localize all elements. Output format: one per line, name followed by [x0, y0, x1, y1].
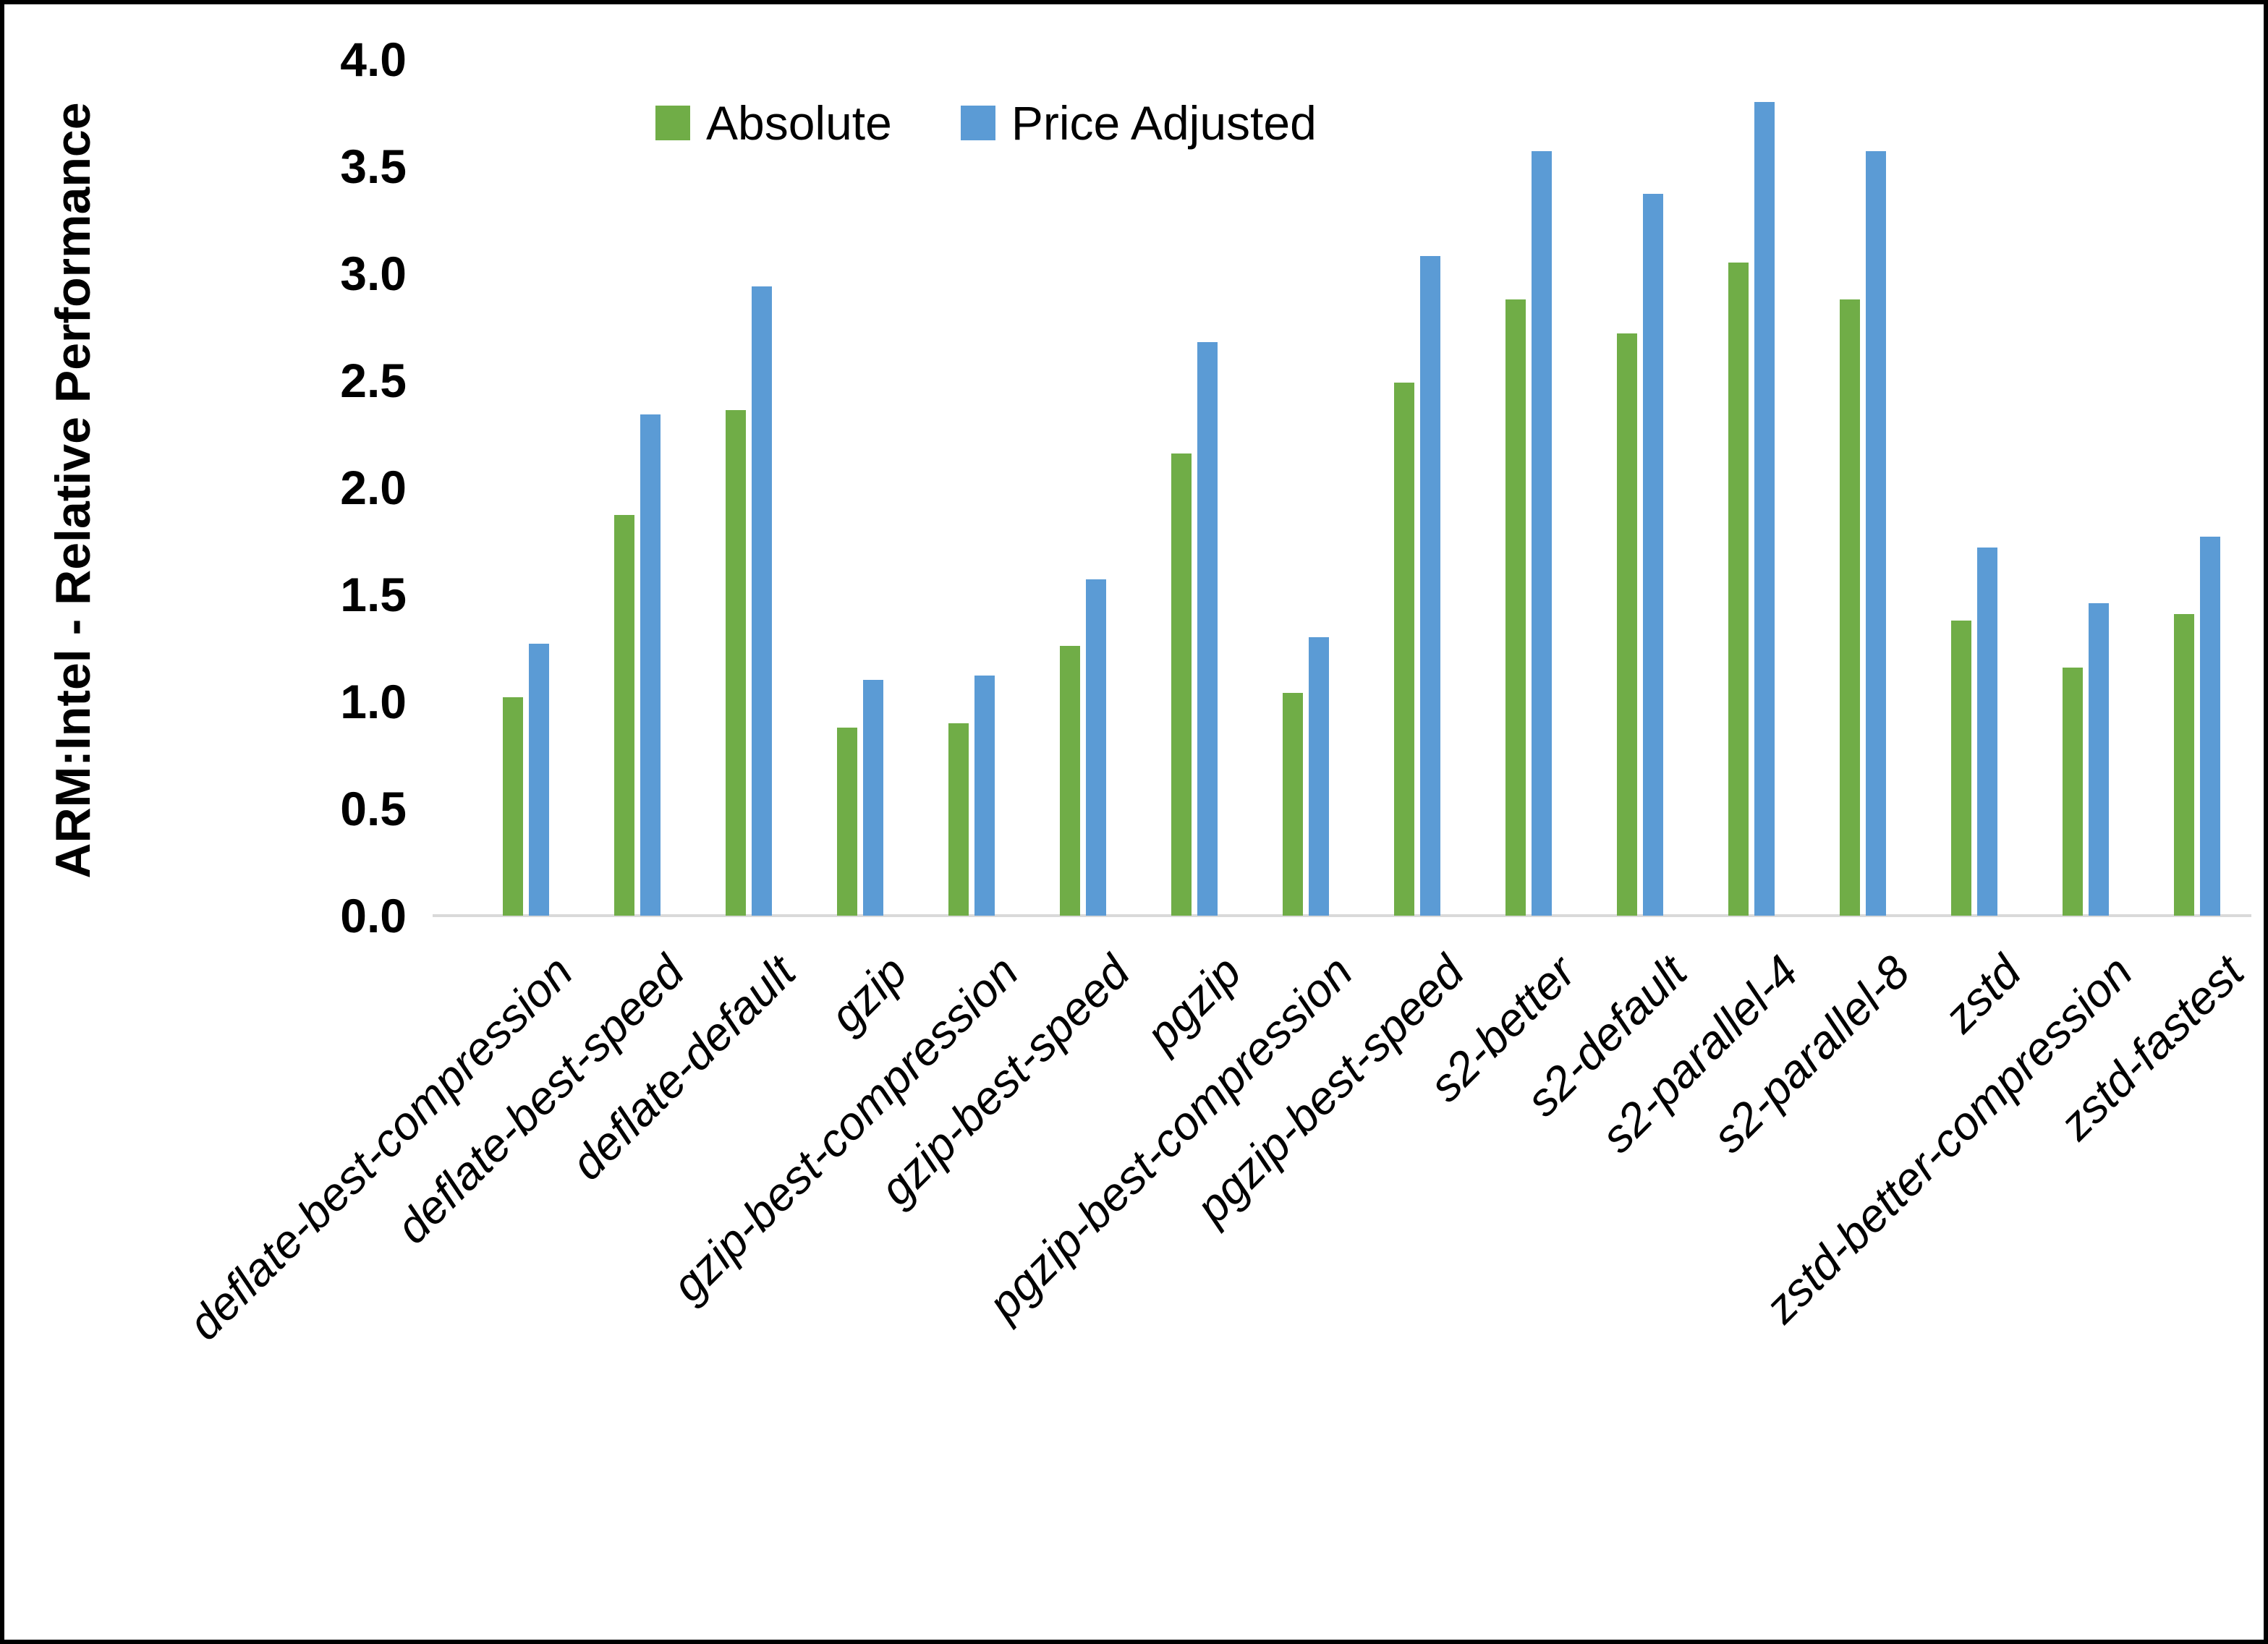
y-tick-label-2.5: 2.5	[340, 354, 407, 407]
bar-absolute-s2-better	[1505, 299, 1526, 916]
legend-label-price-adjusted: Price Adjusted	[1011, 96, 1317, 150]
bar-price-adjusted-gzip-best-speed	[1086, 579, 1106, 916]
bar-absolute-deflate-default	[726, 410, 746, 916]
bar-price-adjusted-pgzip	[1197, 342, 1218, 916]
bar-price-adjusted-deflate-best-compression	[529, 644, 549, 916]
y-tick-label-0.5: 0.5	[340, 782, 407, 835]
legend-item-absolute: Absolute	[655, 95, 892, 150]
y-tick-label-3.5: 3.5	[340, 140, 407, 193]
legend-swatch-absolute-icon	[655, 106, 690, 140]
plot-area: 0.0 0.5 1.0 1.5 2.0 2.5 3.0 3.5 4.0 deflate-best-…	[4, 4, 2264, 1640]
bar-absolute-pgzip-best-compression	[1283, 693, 1303, 916]
bar-price-adjusted-zstd-better-compression	[2089, 603, 2109, 916]
y-tick-label-4.0: 4.0	[340, 33, 407, 86]
bar-price-adjusted-pgzip-best-compression	[1309, 637, 1329, 916]
legend-label-absolute: Absolute	[706, 96, 892, 150]
y-tick-label-0.0: 0.0	[340, 889, 407, 942]
y-tick-label-1.0: 1.0	[340, 675, 407, 728]
bar-price-adjusted-gzip-best-compression	[974, 676, 995, 916]
legend: Absolute Price Adjusted	[655, 95, 1317, 150]
bar-price-adjusted-pgzip-best-speed	[1420, 256, 1440, 916]
bar-absolute-zstd-better-compression	[2063, 668, 2083, 916]
bar-price-adjusted-gzip	[863, 680, 883, 916]
bar-absolute-zstd	[1951, 621, 1971, 916]
bar-price-adjusted-deflate-default	[752, 286, 772, 916]
bar-absolute-gzip-best-speed	[1060, 646, 1080, 916]
legend-item-price-adjusted: Price Adjusted	[960, 95, 1317, 150]
y-tick-label-2.0: 2.0	[340, 461, 407, 514]
bar-absolute-gzip	[837, 728, 857, 916]
bar-absolute-pgzip-best-speed	[1394, 383, 1414, 916]
y-tick-label-3.0: 3.0	[340, 247, 407, 300]
bar-price-adjusted-s2-parallel-4	[1754, 102, 1775, 916]
y-tick-label-1.5: 1.5	[340, 568, 407, 621]
bar-absolute-deflate-best-compression	[503, 697, 523, 916]
legend-swatch-price-adjusted-icon	[960, 106, 995, 140]
x-axis-line	[433, 914, 2251, 917]
bar-price-adjusted-zstd-fastest	[2200, 537, 2220, 916]
bar-absolute-deflate-best-speed	[614, 515, 634, 916]
bar-absolute-zstd-fastest	[2174, 614, 2194, 916]
bar-absolute-s2-default	[1617, 333, 1637, 916]
bar-price-adjusted-zstd	[1977, 548, 1997, 916]
bar-price-adjusted-s2-parallel-8	[1866, 151, 1886, 916]
bar-absolute-s2-parallel-8	[1840, 299, 1860, 916]
bar-price-adjusted-s2-default	[1643, 194, 1663, 916]
bar-absolute-gzip-best-compression	[948, 723, 969, 916]
bar-absolute-pgzip	[1171, 453, 1192, 916]
bar-absolute-s2-parallel-4	[1728, 263, 1749, 916]
bar-price-adjusted-s2-better	[1532, 151, 1552, 916]
bar-price-adjusted-deflate-best-speed	[640, 414, 661, 916]
